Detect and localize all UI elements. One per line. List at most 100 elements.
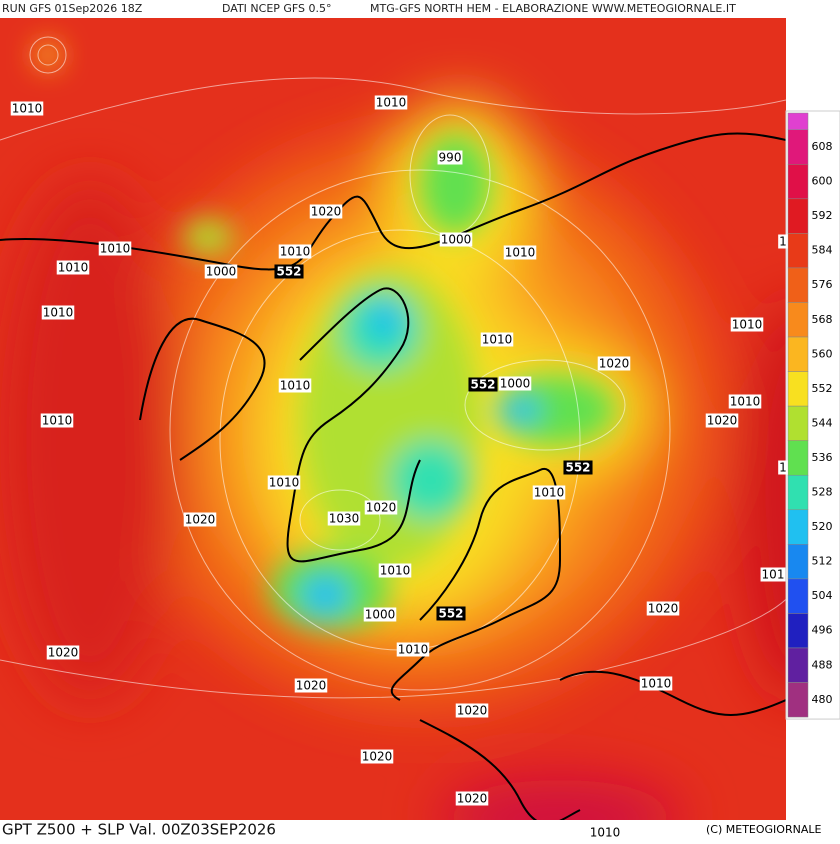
label-bg [563, 460, 593, 475]
isobar-label: 1020 [185, 513, 216, 527]
colorbar: 608 600 592 584 576 568 560 552 544 536 528 520 512 5… [785, 110, 840, 720]
label-bg [41, 305, 75, 320]
label-bg [274, 264, 304, 279]
isobar-label: 1010 [732, 318, 763, 332]
isobar-label: 1010 [590, 826, 621, 840]
isobar-label: 1010 [398, 643, 429, 657]
label-bg [455, 791, 489, 806]
isobar-label: 1030 [329, 512, 360, 526]
label-bg [778, 234, 788, 249]
colorbar-label: 576 [812, 278, 833, 291]
isobar-label: 1 [779, 235, 787, 249]
isobar-label: 1010 [505, 246, 536, 260]
colorbar-band [787, 302, 809, 338]
map-field [0, 18, 786, 820]
label-bg [436, 606, 466, 621]
isobar-label: 1010 [12, 102, 43, 116]
isobar-label: 1000 [500, 377, 531, 391]
isobar-label: 1010 [482, 333, 513, 347]
colorbar-band [787, 682, 809, 718]
isobar-label: 1000 [365, 608, 396, 622]
label-bg [646, 601, 680, 616]
colorbar-band [787, 336, 809, 372]
label-bg [439, 232, 473, 247]
label-bg [396, 642, 430, 657]
label-bg [267, 475, 301, 490]
colorbar-band [787, 405, 809, 441]
colorbar-label: 528 [812, 486, 833, 499]
isobar-label: 1020 [457, 792, 488, 806]
isobar-label: 1020 [599, 357, 630, 371]
colorbar-label: 592 [812, 209, 833, 222]
label-bg [455, 703, 489, 718]
colorbar-label: 552 [812, 382, 833, 395]
colorbar-label: 568 [812, 313, 833, 326]
isobar-label: 1010 [42, 414, 73, 428]
isobar-label: 1010 [43, 306, 74, 320]
label-bg [778, 460, 788, 475]
label-bg [503, 245, 537, 260]
label-bg [363, 607, 397, 622]
isobar-label: 1020 [311, 205, 342, 219]
colorbar-band [787, 164, 809, 200]
isobar-label: 1010 [269, 476, 300, 490]
label-bg [183, 512, 217, 527]
colorbar-label: 512 [812, 555, 833, 568]
coastlines [0, 132, 786, 820]
label-bg [278, 378, 312, 393]
isobar-label: 1010 [534, 486, 565, 500]
colorbar-band [787, 440, 809, 476]
colorbar-band [787, 233, 809, 269]
label-bg [728, 394, 762, 409]
colorbar-band [787, 647, 809, 683]
label-bg [378, 563, 412, 578]
isobar-label: 1010 [100, 242, 131, 256]
z500-label: 552 [470, 378, 495, 392]
colorbar-frame [785, 110, 840, 720]
label-bg [498, 376, 532, 391]
colorbar-band [787, 613, 809, 649]
isobar-label: 1020 [362, 750, 393, 764]
label-bg [597, 356, 631, 371]
isobar-label: 1010 [730, 395, 761, 409]
footer-title: GPT Z500 + SLP Val. 00Z03SEP2026 [2, 821, 276, 839]
label-bg [360, 749, 394, 764]
colorbar-label: 488 [812, 658, 833, 671]
colorbar-band [787, 129, 809, 165]
footer-credit: (C) METEOGIORNALE [706, 823, 821, 836]
isobar-label: 1010 [641, 677, 672, 691]
colorbar-band [787, 112, 809, 130]
label-bg [760, 567, 786, 582]
label-bg [46, 645, 80, 660]
label-bg [10, 101, 44, 116]
label-bg [480, 332, 514, 347]
label-bg [374, 95, 408, 110]
colorbar-label: 584 [812, 244, 833, 257]
isobar-label: 1010 [280, 379, 311, 393]
colorbar-label: 608 [812, 140, 833, 153]
z500-label: 552 [565, 461, 590, 475]
isobar-label: 1000 [441, 233, 472, 247]
label-bg [98, 241, 132, 256]
label-bg [639, 676, 673, 691]
colorbar-label: 520 [812, 520, 833, 533]
colorbar-label: 480 [812, 693, 833, 706]
z500-label: 552 [276, 265, 301, 279]
isobar-label: 1020 [457, 704, 488, 718]
colorbar-band [787, 544, 809, 580]
label-bg [437, 150, 463, 165]
label-bg [364, 500, 398, 515]
label-bg [56, 260, 90, 275]
run-label: RUN GFS 01Sep2026 18Z [2, 2, 143, 15]
label-bg [40, 413, 74, 428]
label-bg [204, 264, 238, 279]
colorbar-band [787, 198, 809, 234]
colorbar-label: 560 [812, 347, 833, 360]
isobar-label: 1010 [380, 564, 411, 578]
isobar-label: 1020 [48, 646, 79, 660]
label-bg [730, 317, 764, 332]
isobar-label: 1020 [707, 414, 738, 428]
colorbar-label: 496 [812, 624, 833, 637]
colorbar-band [787, 509, 809, 545]
z500-label: 552 [438, 607, 463, 621]
